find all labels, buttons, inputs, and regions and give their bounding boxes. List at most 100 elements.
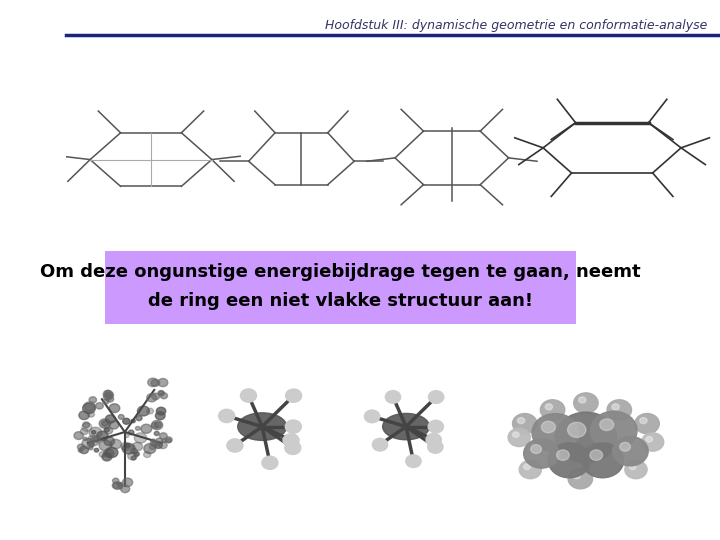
Circle shape [165, 437, 172, 443]
Circle shape [81, 428, 88, 435]
Circle shape [122, 478, 132, 487]
Circle shape [94, 448, 99, 452]
Circle shape [620, 442, 631, 451]
Circle shape [89, 397, 96, 403]
Circle shape [118, 485, 122, 489]
Circle shape [372, 438, 387, 451]
Circle shape [548, 443, 590, 478]
Circle shape [283, 434, 299, 447]
Circle shape [166, 438, 171, 443]
Circle shape [96, 403, 104, 409]
Circle shape [99, 419, 111, 428]
Circle shape [99, 451, 106, 457]
Circle shape [125, 444, 130, 448]
Circle shape [428, 420, 444, 433]
Circle shape [91, 430, 96, 434]
Circle shape [545, 404, 552, 410]
Circle shape [150, 440, 157, 446]
Circle shape [103, 399, 109, 404]
Circle shape [104, 428, 109, 432]
Circle shape [531, 444, 541, 454]
Circle shape [567, 422, 586, 437]
Circle shape [147, 394, 157, 402]
Circle shape [151, 379, 160, 386]
Circle shape [152, 442, 158, 447]
Circle shape [102, 421, 108, 426]
Circle shape [285, 441, 301, 455]
Circle shape [83, 403, 95, 414]
Circle shape [640, 417, 647, 423]
Circle shape [541, 421, 555, 433]
Text: Om deze ongunstige energiebijdrage tegen te gaan, neemt: Om deze ongunstige energiebijdrage tegen… [40, 264, 641, 281]
Circle shape [508, 428, 531, 447]
Circle shape [590, 450, 603, 460]
Circle shape [127, 452, 138, 460]
Circle shape [141, 424, 152, 433]
Circle shape [134, 452, 139, 456]
Circle shape [557, 450, 570, 460]
Circle shape [104, 437, 114, 445]
Circle shape [122, 443, 135, 454]
Circle shape [105, 392, 114, 399]
Circle shape [144, 443, 156, 454]
Circle shape [625, 460, 647, 478]
Circle shape [82, 438, 94, 449]
Circle shape [160, 433, 167, 439]
Circle shape [574, 393, 598, 413]
Circle shape [104, 390, 111, 395]
Circle shape [573, 472, 580, 478]
Circle shape [136, 416, 142, 421]
Circle shape [646, 436, 652, 442]
Circle shape [635, 414, 660, 434]
Circle shape [156, 407, 166, 415]
Circle shape [285, 420, 301, 433]
Circle shape [600, 419, 613, 430]
Circle shape [120, 485, 130, 492]
Circle shape [613, 436, 648, 466]
Circle shape [83, 437, 87, 441]
Circle shape [89, 427, 102, 438]
Circle shape [158, 442, 167, 449]
Circle shape [87, 442, 93, 447]
Circle shape [82, 423, 92, 431]
Circle shape [113, 482, 122, 489]
Circle shape [518, 417, 525, 423]
Circle shape [262, 456, 278, 469]
Circle shape [532, 414, 579, 452]
Circle shape [155, 442, 162, 448]
Circle shape [78, 444, 85, 450]
Circle shape [112, 478, 119, 483]
Circle shape [131, 448, 138, 454]
Circle shape [88, 411, 94, 417]
Circle shape [117, 482, 122, 486]
Circle shape [607, 400, 631, 420]
Circle shape [428, 391, 444, 403]
Text: de ring een niet vlakke structuur aan!: de ring een niet vlakke structuur aan! [148, 292, 533, 310]
Circle shape [106, 447, 118, 457]
Circle shape [74, 431, 84, 440]
Circle shape [138, 406, 150, 416]
Circle shape [143, 451, 150, 457]
Circle shape [158, 391, 163, 395]
Circle shape [154, 422, 161, 428]
Circle shape [151, 439, 156, 442]
Circle shape [364, 410, 379, 423]
Circle shape [78, 449, 83, 452]
Circle shape [523, 464, 531, 469]
Circle shape [131, 419, 135, 423]
Circle shape [79, 411, 89, 420]
Circle shape [406, 455, 421, 468]
Circle shape [118, 415, 124, 419]
FancyBboxPatch shape [105, 251, 576, 324]
Circle shape [385, 390, 400, 403]
Circle shape [158, 390, 164, 396]
Circle shape [96, 431, 108, 441]
Circle shape [286, 389, 302, 402]
Circle shape [109, 404, 120, 413]
Circle shape [147, 408, 153, 414]
Circle shape [121, 442, 131, 450]
Circle shape [87, 435, 100, 446]
Circle shape [158, 379, 168, 387]
Circle shape [642, 433, 664, 451]
Circle shape [89, 446, 93, 450]
